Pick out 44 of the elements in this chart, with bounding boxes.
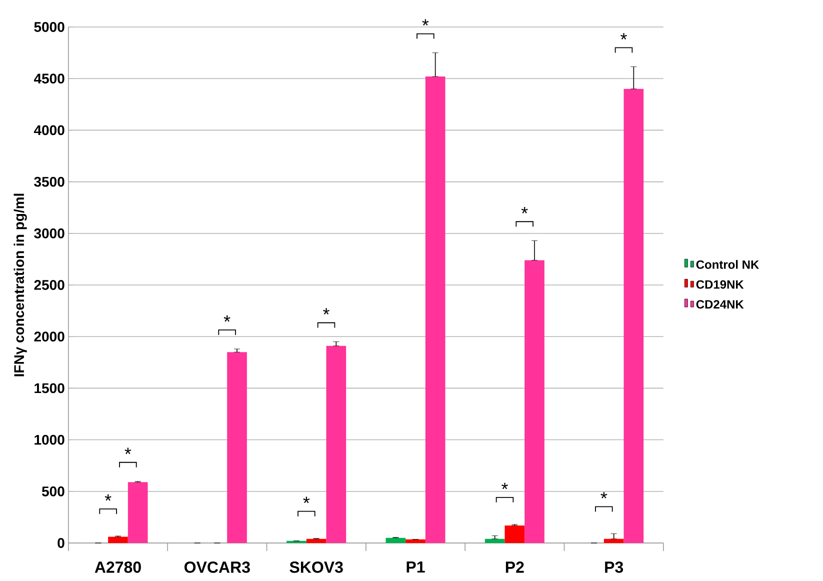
x-tick-label: P1 [406, 562, 425, 573]
annotation: * [620, 33, 627, 40]
y-axis-title: IFNγ concentration in pg/ml [14, 194, 27, 376]
y-tick-label: 3500 [34, 176, 64, 187]
legend-label: CD24NK [696, 300, 744, 309]
annotation: * [323, 308, 330, 314]
bar [624, 88, 644, 543]
bar [425, 76, 446, 543]
x-tick-label: P3 [605, 562, 624, 573]
bar [227, 352, 247, 543]
x-tick-label: SKOV3 [290, 562, 343, 573]
y-tick-label: 2500 [34, 280, 64, 290]
y-tick-label: 2000 [34, 332, 64, 342]
y-tick-label: 3000 [34, 228, 64, 238]
x-tick-label: OVCAR3 [184, 562, 250, 573]
y-tick-label: 5000 [34, 22, 64, 32]
bar [524, 260, 544, 543]
legend-label: Control NK [696, 260, 760, 269]
x-tick-label: A2780 [94, 562, 141, 573]
annotation: * [124, 448, 132, 454]
bar [128, 482, 148, 543]
bar [386, 538, 406, 543]
y-tick-label: 0 [58, 538, 64, 548]
bar [108, 536, 128, 543]
y-tick-label: 1500 [34, 383, 64, 394]
y-tick-label: 500 [42, 486, 64, 496]
bar [504, 525, 525, 543]
bar [306, 538, 326, 543]
legend-label: CD19NK [696, 280, 744, 289]
x-tick-label: P2 [506, 562, 524, 573]
y-tick-label: 4500 [34, 74, 64, 84]
annotation: * [502, 482, 508, 490]
bar [484, 538, 505, 543]
y-tick-label: 1000 [34, 434, 64, 445]
y-tick-label: 4000 [34, 125, 64, 136]
annotation: * [224, 315, 230, 322]
annotation: * [600, 492, 608, 498]
bar [326, 346, 346, 543]
annotation: * [104, 494, 112, 501]
bar [604, 538, 624, 543]
annotation: * [521, 207, 528, 214]
text: * [422, 19, 429, 26]
bar [406, 539, 426, 543]
annotation: * [303, 496, 310, 504]
